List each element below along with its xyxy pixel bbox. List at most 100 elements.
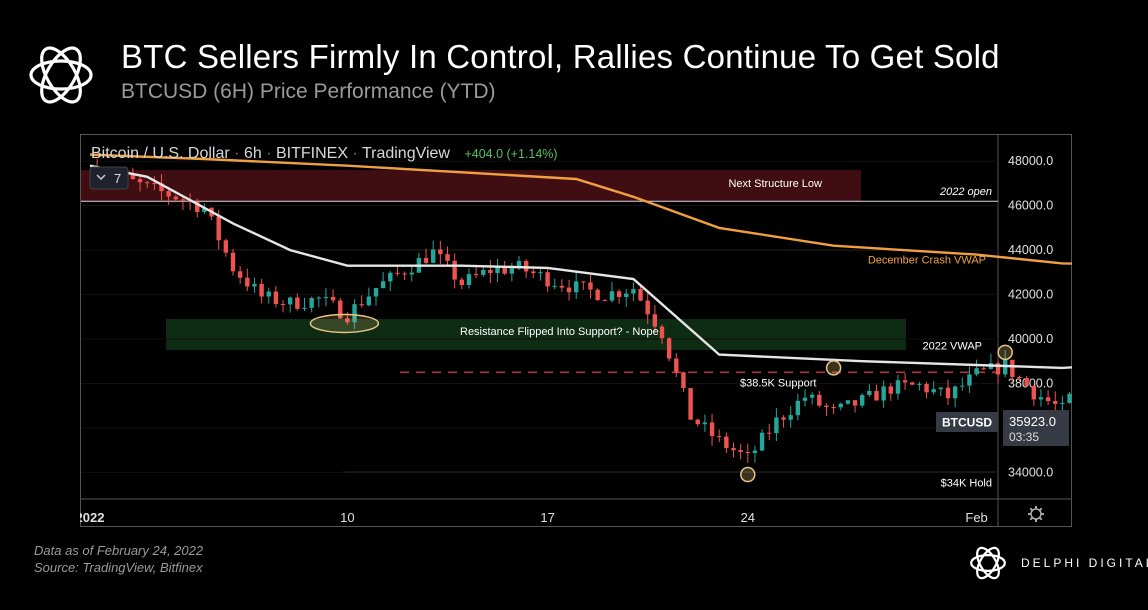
candle-body <box>838 403 843 408</box>
candle-body <box>552 285 557 287</box>
gear-icon[interactable] <box>1028 506 1044 522</box>
candle-body <box>423 257 429 263</box>
candle-body <box>195 201 200 212</box>
candle-body <box>981 368 986 370</box>
candle-body <box>388 272 393 282</box>
y-tick-label: 48000.0 <box>1008 154 1053 168</box>
candle-body <box>902 380 908 383</box>
source-note: Source: TradingView, Bitfinex <box>34 560 203 575</box>
last-price-badge: BTCUSD 35923.0 03:35 <box>936 410 1069 446</box>
candle-body <box>867 390 872 396</box>
y-tick-label: 34000.0 <box>1008 465 1053 479</box>
candle-body <box>895 380 901 394</box>
candle-body <box>259 283 264 297</box>
candle-body <box>309 298 314 308</box>
chart-legend: Bitcoin / U.S. Dollar · 6h · BITFINEX · … <box>91 145 558 162</box>
candle-body <box>817 394 822 406</box>
candle-body <box>638 289 643 301</box>
series-label-december-crash-vwap: December Crash VWAP <box>868 254 986 266</box>
candle-body <box>402 273 407 275</box>
candle-body <box>1060 402 1065 404</box>
candle-body <box>809 394 815 398</box>
candle-body <box>1017 377 1022 379</box>
x-tick-label: 17 <box>540 510 554 525</box>
candle-body <box>602 300 607 302</box>
candle-body <box>395 272 400 274</box>
candle-body <box>481 269 486 275</box>
candle-body <box>581 281 586 283</box>
candle-body <box>774 417 779 434</box>
candle-body <box>137 179 143 183</box>
candle-body <box>759 432 765 451</box>
candle-body <box>995 363 1001 375</box>
candle-body <box>538 272 543 274</box>
candle-body <box>1031 385 1036 400</box>
x-tick-label: 10 <box>340 510 354 525</box>
y-tick-label: 42000.0 <box>1008 288 1053 302</box>
candle-body <box>1045 397 1051 402</box>
candle-body <box>216 216 221 241</box>
candle-body <box>802 397 808 401</box>
vwap-december-crash-line <box>89 153 1072 265</box>
candle-body <box>359 304 364 306</box>
candle-body <box>366 296 372 306</box>
candle-body <box>938 387 944 390</box>
candle-body <box>652 314 658 327</box>
candle-body <box>152 183 157 185</box>
indicators-toggle-button[interactable]: 7 <box>89 166 129 190</box>
candle-body <box>910 382 915 385</box>
candle-body <box>781 417 786 420</box>
candle-body <box>245 277 250 287</box>
candle-body <box>445 254 450 261</box>
candle-body <box>202 207 207 212</box>
candle-body <box>666 338 672 359</box>
candle-body <box>752 450 758 454</box>
candle-body <box>380 281 386 289</box>
candle-body <box>645 300 650 315</box>
level-label-2022-open: 2022 open <box>939 186 992 198</box>
candle-body <box>659 326 665 339</box>
candle-body <box>1003 359 1008 375</box>
candle-body <box>945 387 951 399</box>
candle-body <box>688 387 693 420</box>
candle-body <box>473 274 479 276</box>
candle-body <box>173 196 178 200</box>
candle-body <box>373 288 379 297</box>
x-tick-label: Feb <box>965 510 987 525</box>
highlight-circle <box>825 360 842 376</box>
candle-body <box>924 383 929 393</box>
candle-body <box>159 183 164 192</box>
candle-body <box>960 385 965 387</box>
zone-label-next-structure-low: Next Structure Low <box>728 178 822 190</box>
candle-body <box>952 386 958 399</box>
candle-body <box>931 389 936 393</box>
page-title: BTC Sellers Firmly In Control, Rallies C… <box>121 38 1000 75</box>
candle-body <box>252 283 257 287</box>
last-price-symbol: BTCUSD <box>942 416 992 430</box>
candle-body <box>145 182 150 184</box>
candle-body <box>559 285 565 288</box>
candle-countdown: 03:35 <box>1009 430 1039 444</box>
candle-body <box>1067 393 1072 403</box>
candle-body <box>330 296 336 301</box>
x-tick-label: 24 <box>741 510 755 525</box>
candle-body <box>1010 359 1015 378</box>
candle-body <box>616 291 622 297</box>
candle-body <box>767 432 772 434</box>
price-chart[interactable]: 48000.0 46000.0 44000.0 42000.0 40000.0 38000… <box>80 134 1072 527</box>
candle-body <box>502 267 507 274</box>
candle-body <box>466 274 472 286</box>
legend-change: +404.0 (+1.14%) <box>464 147 557 161</box>
candle-body <box>488 269 493 274</box>
candle-body <box>459 279 464 286</box>
candle-body <box>495 267 500 274</box>
legend-exchange: BITFINEX <box>276 145 348 162</box>
vwap-2022-line <box>89 164 1072 370</box>
candle-body <box>631 289 636 294</box>
candle-body <box>709 422 715 437</box>
candle-body <box>702 422 708 425</box>
level-label-34k-hold: $34K Hold <box>941 477 992 489</box>
candle-body <box>352 304 357 323</box>
candle-body <box>302 307 307 309</box>
legend-platform: TradingView <box>362 145 450 162</box>
